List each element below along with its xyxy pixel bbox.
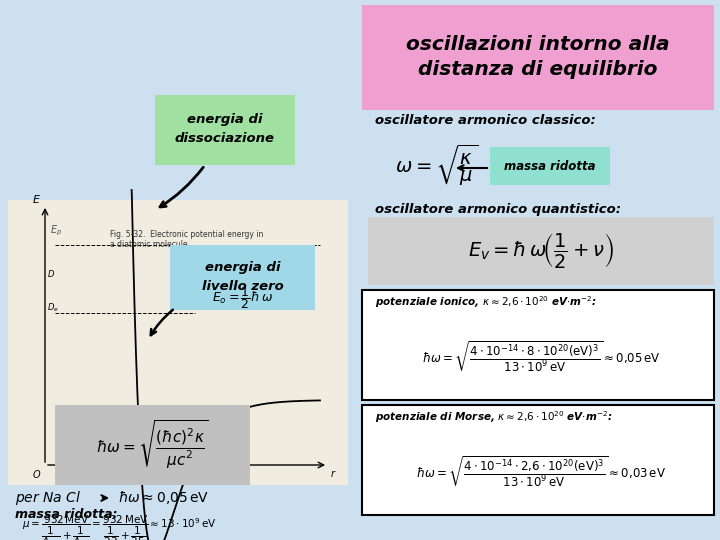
Text: energia di
livello zero: energia di livello zero: [202, 261, 284, 293]
Text: $\hbar\omega = \sqrt{\dfrac{4\cdot10^{-14}\cdot 8\cdot10^{20}(\mathrm{eV})^3}{13: $\hbar\omega = \sqrt{\dfrac{4\cdot10^{-1…: [422, 340, 660, 374]
Text: oscillazioni intorno alla
distanza di equilibrio: oscillazioni intorno alla distanza di eq…: [406, 35, 670, 79]
Text: oscillatore armonico classico:: oscillatore armonico classico:: [375, 113, 595, 126]
Text: $E_o = \dfrac{1}{2}\hbar\,\omega$: $E_o = \dfrac{1}{2}\hbar\,\omega$: [212, 285, 274, 311]
Text: $r$: $r$: [330, 468, 336, 479]
Text: $E_p$: $E_p$: [50, 224, 62, 238]
Bar: [362, 405, 714, 515]
Text: Fig. 5-32.  Electronic potential energy in
a diatomic molecule.: Fig. 5-32. Electronic potential energy i…: [110, 230, 264, 249]
Text: $a$: $a$: [96, 470, 104, 480]
Text: potenziale ionico, $\kappa\approx 2{,}6\cdot10^{20}$ eV$\cdot$m$^{-2}$:: potenziale ionico, $\kappa\approx 2{,}6\…: [375, 294, 597, 310]
Bar: [170, 245, 315, 310]
Bar: [155, 95, 295, 165]
Text: $O$: $O$: [32, 468, 42, 480]
Text: massa ridotta: massa ridotta: [504, 159, 595, 172]
Text: $b$: $b$: [216, 468, 224, 480]
Text: $E_v = \hbar\,\omega\!\left(\dfrac{1}{2}+\nu\right)$: $E_v = \hbar\,\omega\!\left(\dfrac{1}{2}…: [468, 232, 614, 271]
Text: $\mu = \dfrac{932\,\mathrm{MeV}}{\dfrac{1}{A_{Na}}+\dfrac{1}{A_{Cl}}} = \dfrac{9: $\mu = \dfrac{932\,\mathrm{MeV}}{\dfrac{…: [22, 514, 217, 540]
Text: massa ridotta:: massa ridotta:: [15, 509, 117, 522]
Bar: [8, 200, 348, 485]
Bar: [490, 147, 610, 185]
Bar: [362, 290, 714, 400]
Text: $E$: $E$: [32, 193, 42, 205]
Text: $\hbar\omega = \sqrt{\dfrac{(\hbar c)^2\kappa}{\mu c^2}}$: $\hbar\omega = \sqrt{\dfrac{(\hbar c)^2\…: [96, 419, 208, 471]
Text: $\hbar\omega = \sqrt{\dfrac{4\cdot10^{-14}\cdot 2{,}6\cdot10^{20}(\mathrm{eV})^3: $\hbar\omega = \sqrt{\dfrac{4\cdot10^{-1…: [416, 455, 666, 489]
Text: $\omega = \sqrt{\dfrac{\kappa}{\mu}}$: $\omega = \sqrt{\dfrac{\kappa}{\mu}}$: [395, 143, 479, 188]
Bar: [55, 405, 250, 485]
Text: $\mathit{per\ Na\ Cl}$: $\mathit{per\ Na\ Cl}$: [15, 489, 81, 507]
Text: energia di
dissociazione: energia di dissociazione: [175, 113, 275, 145]
Text: oscillatore armonico quantistico:: oscillatore armonico quantistico:: [375, 204, 621, 217]
Text: $r_0$: $r_0$: [150, 469, 160, 482]
Bar: [368, 217, 714, 285]
Bar: [362, 5, 714, 110]
Text: $D_e$: $D_e$: [47, 301, 59, 314]
Text: $\hbar\omega \approx 0{,}05\,\mathrm{eV}$: $\hbar\omega \approx 0{,}05\,\mathrm{eV}…: [118, 489, 210, 507]
Text: potenziale di Morse, $\kappa\approx 2{,}6\cdot10^{20}$ eV$\cdot$m$^{-2}$:: potenziale di Morse, $\kappa\approx 2{,}…: [375, 409, 613, 425]
Text: $D$: $D$: [47, 268, 55, 279]
